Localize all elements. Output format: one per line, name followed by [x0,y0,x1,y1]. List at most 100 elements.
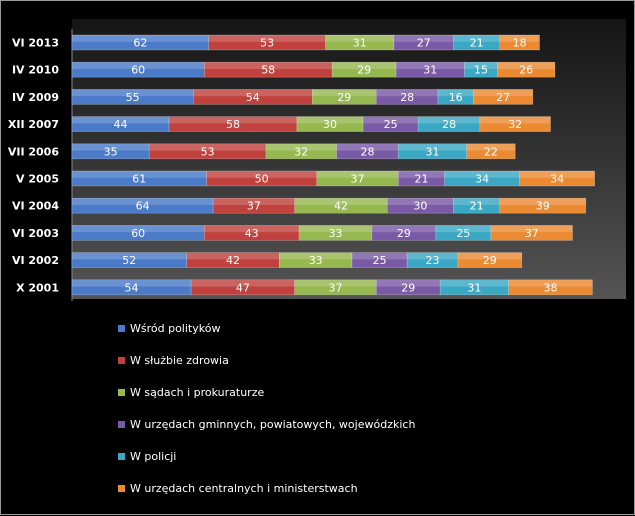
data-label: 32 [294,145,308,158]
bar-segment-highlight [352,252,408,260]
data-label: 58 [226,118,240,131]
data-label: 29 [483,254,497,267]
data-label: 62 [133,37,147,50]
bar-segment-highlight [72,225,205,233]
data-label: 21 [470,200,484,213]
data-label: 31 [467,281,481,294]
bar-segment-highlight [72,143,150,151]
data-label: 30 [323,118,337,131]
data-label: 42 [334,200,348,213]
bar-segment [351,252,408,268]
data-label: 53 [260,37,274,50]
bar-segment [393,34,454,51]
data-label: 29 [357,64,371,77]
data-label: 64 [136,200,150,213]
data-label: 27 [417,37,431,50]
legend-swatch [118,453,125,460]
category-label: VI 2002 [12,254,59,267]
category-label: VI 2004 [12,200,59,213]
bar-segment-highlight [438,89,474,97]
bar-segment-highlight [208,35,326,42]
bar-segment-highlight [72,252,187,260]
bar-segment [479,116,551,132]
data-label: 31 [426,145,440,158]
bar-segment-highlight [204,225,300,233]
data-label: 29 [401,281,415,294]
legend-label: W policji [130,450,177,463]
bar-segment-highlight [440,279,509,287]
data-label: 18 [513,37,527,50]
bar-segment-highlight [363,116,419,124]
bar-segment-highlight [499,35,540,42]
bar-segment-highlight [371,225,436,233]
bar-segment-highlight [299,225,372,233]
bar-segment-highlight [213,198,295,205]
bar-segment [375,279,441,296]
bar-segment-highlight [149,143,267,151]
data-label: 35 [104,145,118,158]
data-label: 25 [384,118,398,131]
legend-swatch [118,325,125,332]
data-label: 55 [126,91,140,104]
legend-label: W służbie zdrowia [130,354,229,367]
data-label: 27 [496,91,510,104]
bar-segment [311,89,377,105]
data-label: 29 [397,227,411,240]
data-label: 60 [131,227,145,240]
category-label: XII 2007 [8,118,59,131]
data-label: 28 [361,145,375,158]
data-label: 39 [536,200,550,213]
data-label: 54 [125,281,139,294]
bar-segment-highlight [418,116,480,124]
data-label: 15 [474,64,488,77]
category-label: X 2001 [16,281,59,294]
data-label: 37 [525,227,539,240]
bar-segment-highlight [294,198,388,205]
data-label: 33 [329,227,343,240]
bar-segment-highlight [479,116,551,124]
bar-segment-highlight [387,198,454,205]
data-label: 34 [475,173,489,186]
data-label: 58 [261,64,275,77]
bar-segment-highlight [72,89,194,97]
bar-segment-highlight [497,62,555,69]
bar-segment-highlight [407,252,458,260]
bar-segment-highlight [376,279,441,287]
bar-segment-highlight [296,116,364,124]
category-label: IV 2010 [12,64,59,77]
data-label: 61 [132,173,146,186]
data-label: 25 [456,227,470,240]
data-label: 44 [114,118,128,131]
bar-segment-highlight [186,252,280,260]
bar-segment [490,225,573,241]
legend-label: W urzędach gminnych, powiatowych, wojewó… [130,418,416,431]
data-label: 37 [247,200,261,213]
bar-segment-highlight [206,171,317,178]
category-label: VI 2013 [12,37,59,50]
data-label: 50 [255,173,269,186]
category-label: V 2005 [16,173,59,186]
bar-segment-highlight [473,89,533,97]
data-label: 53 [201,145,215,158]
data-label: 37 [351,173,365,186]
bar-segment-highlight [457,252,522,260]
bar-segment-highlight [193,89,313,97]
category-label: VII 2006 [8,145,59,158]
data-label: 16 [449,91,463,104]
bar-segment [519,170,595,187]
legend-swatch [118,421,125,428]
bar-segment-highlight [396,62,465,69]
data-label: 37 [329,281,343,294]
bar-segment-highlight [279,252,353,260]
bar-segment-highlight [499,198,586,205]
bar-segment-highlight [376,89,438,97]
bar-segment-highlight [508,279,593,287]
bar-segment-highlight [204,62,333,69]
data-label: 23 [426,254,440,267]
bar-segment-highlight [393,35,454,42]
bar-segment-highlight [72,116,169,124]
legend-label: Wśród polityków [130,322,221,335]
bar-segment [397,143,467,160]
data-label: 32 [508,118,522,131]
